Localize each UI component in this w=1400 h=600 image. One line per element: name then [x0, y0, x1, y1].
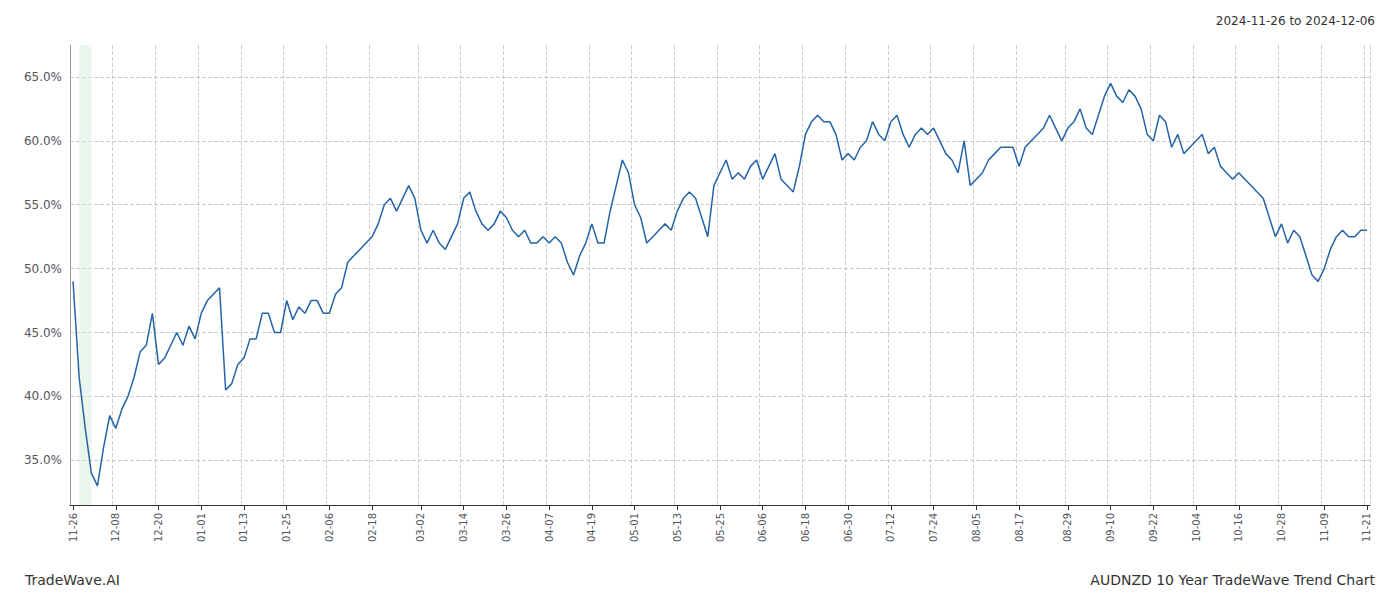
svg-text:02-18: 02-18	[367, 513, 378, 542]
svg-text:TradeWave.AI: TradeWave.AI	[24, 572, 120, 588]
svg-text:60.0%: 60.0%	[24, 134, 62, 148]
svg-text:08-17: 08-17	[1014, 513, 1025, 542]
svg-text:50.0%: 50.0%	[24, 262, 62, 276]
svg-text:06-30: 06-30	[843, 513, 854, 542]
svg-text:06-18: 06-18	[800, 513, 811, 542]
svg-text:03-14: 03-14	[458, 513, 469, 542]
svg-text:04-19: 04-19	[586, 513, 597, 542]
svg-text:07-24: 07-24	[928, 513, 939, 542]
svg-text:11-26: 11-26	[68, 513, 79, 542]
svg-text:55.0%: 55.0%	[24, 198, 62, 212]
svg-text:11-09: 11-09	[1319, 513, 1330, 542]
svg-text:10-28: 10-28	[1276, 513, 1287, 542]
svg-text:10-16: 10-16	[1233, 513, 1244, 542]
svg-text:12-08: 12-08	[110, 513, 121, 542]
svg-text:05-13: 05-13	[672, 513, 683, 542]
svg-text:09-10: 09-10	[1105, 513, 1116, 542]
svg-text:08-29: 08-29	[1062, 513, 1073, 542]
svg-text:2024-11-26 to 2024-12-06: 2024-11-26 to 2024-12-06	[1216, 14, 1375, 28]
svg-text:11-21: 11-21	[1361, 513, 1372, 542]
svg-text:AUDNZD 10 Year TradeWave Trend: AUDNZD 10 Year TradeWave Trend Chart	[1090, 572, 1375, 588]
svg-text:06-06: 06-06	[757, 513, 768, 542]
svg-text:05-25: 05-25	[715, 513, 726, 542]
svg-text:40.0%: 40.0%	[24, 389, 62, 403]
svg-text:10-04: 10-04	[1191, 513, 1202, 542]
svg-text:01-25: 01-25	[281, 513, 292, 542]
svg-text:01-01: 01-01	[196, 513, 207, 542]
svg-text:07-12: 07-12	[885, 513, 896, 542]
svg-text:04-07: 04-07	[544, 513, 555, 542]
svg-text:65.0%: 65.0%	[24, 70, 62, 84]
svg-text:12-20: 12-20	[153, 513, 164, 542]
svg-text:01-13: 01-13	[238, 513, 249, 542]
svg-text:35.0%: 35.0%	[24, 453, 62, 467]
svg-text:03-26: 03-26	[501, 513, 512, 542]
svg-text:09-22: 09-22	[1148, 513, 1159, 542]
svg-text:03-02: 03-02	[415, 513, 426, 542]
svg-text:08-05: 08-05	[971, 513, 982, 542]
svg-text:05-01: 05-01	[629, 513, 640, 542]
svg-text:45.0%: 45.0%	[24, 326, 62, 340]
svg-text:02-06: 02-06	[324, 513, 335, 542]
